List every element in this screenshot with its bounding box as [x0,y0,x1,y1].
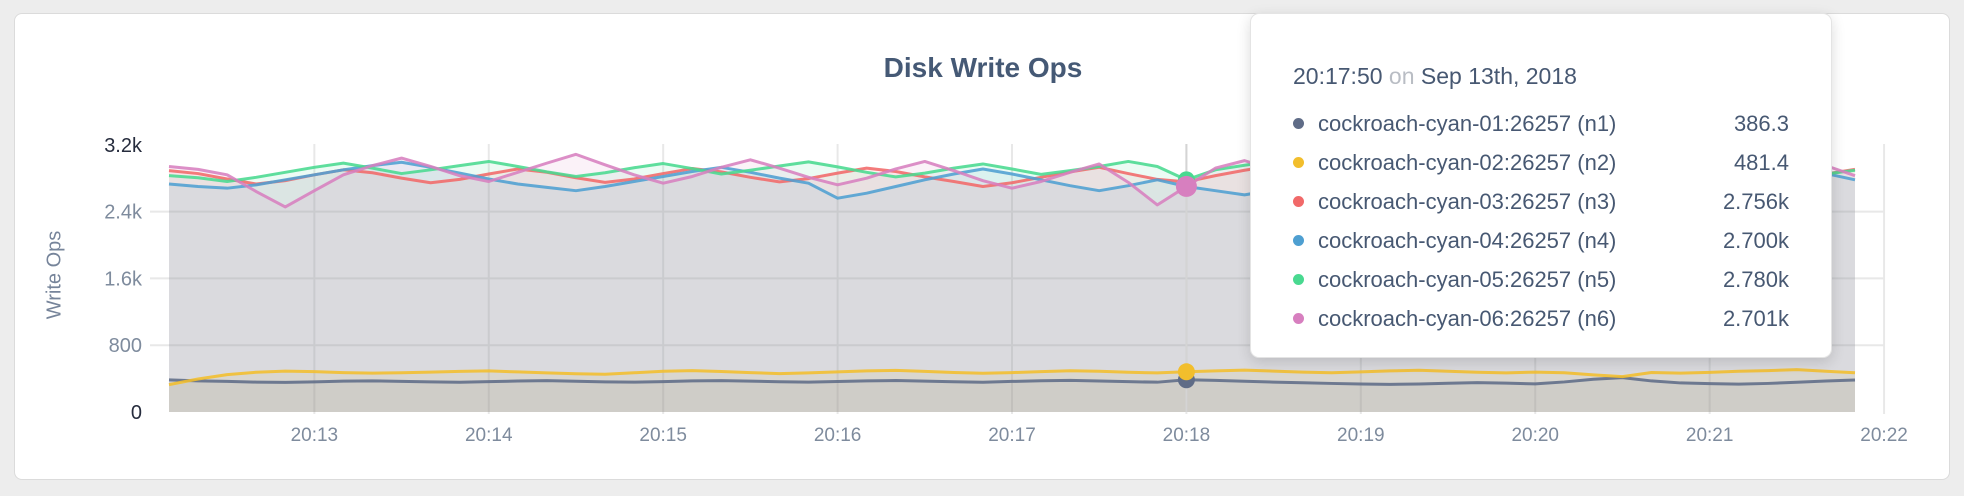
tooltip-row: cockroach-cyan-01:26257 (n1) 386.3 [1293,104,1789,143]
series-value: 2.780k [1722,266,1789,292]
tooltip-rows: cockroach-cyan-01:26257 (n1) 386.3 cockroa… [1293,104,1789,338]
tooltip-date: Sep 13th, 2018 [1420,63,1577,89]
series-label: cockroach-cyan-06:26257 (n6) [1318,305,1617,331]
hover-dot-n2 [1177,363,1195,381]
x-tick-label: 20:17 [988,425,1036,446]
x-tick-label: 20:21 [1686,425,1734,446]
y-tick-label: 3.2k [104,135,143,157]
y-tick-label: 2.4k [104,202,143,224]
x-tick-label: 20:13 [291,425,339,446]
series-line-n1 [168,376,1856,386]
tooltip-row: cockroach-cyan-04:26257 (n4) 2.700k [1293,221,1789,260]
series-value: 386.3 [1733,110,1789,136]
hover-tooltip: 20:17:50 on Sep 13th, 2018 cockroach-cya… [1250,13,1832,358]
series-color-dot [1293,118,1304,129]
series-value: 2.701k [1722,305,1789,331]
hover-dot-n6 [1175,175,1197,197]
x-tick-label: 20:14 [465,425,513,446]
x-tick-label: 20:19 [1337,425,1385,446]
series-color-dot [1293,313,1304,324]
tooltip-row: cockroach-cyan-02:26257 (n2) 481.4 [1293,143,1789,182]
tooltip-time: 20:17:50 [1293,63,1383,89]
x-tick-label: 20:15 [639,425,687,446]
series-label: cockroach-cyan-05:26257 (n5) [1318,266,1617,292]
series-label: cockroach-cyan-01:26257 (n1) [1318,110,1617,136]
series-area-n1 [169,377,1855,412]
series-color-dot [1293,235,1304,246]
series-color-dot [1293,274,1304,285]
series-value: 2.700k [1722,227,1789,253]
series-label: cockroach-cyan-02:26257 (n2) [1318,149,1617,175]
tooltip-conjunction: on [1388,63,1415,89]
x-tick-label: 20:16 [814,425,862,446]
x-tick-label: 20:22 [1860,425,1908,446]
series-label: cockroach-cyan-03:26257 (n3) [1318,188,1617,214]
tooltip-header: 20:17:50 on Sep 13th, 2018 [1293,60,1789,92]
series-color-dot [1293,157,1304,168]
chart-title: Disk Write Ops [883,52,1083,83]
series-value: 481.4 [1733,149,1789,175]
series-value: 2.756k [1722,188,1789,214]
tooltip-row: cockroach-cyan-06:26257 (n6) 2.701k [1293,299,1789,338]
y-tick-label: 0 [131,402,142,424]
tooltip-row: cockroach-cyan-05:26257 (n5) 2.780k [1293,260,1789,299]
x-tick-label: 20:18 [1163,425,1211,446]
series-label: cockroach-cyan-04:26257 (n4) [1318,227,1617,253]
series-line-n2 [168,368,1856,387]
series-color-dot [1293,196,1304,207]
x-tick-label: 20:20 [1511,425,1559,446]
y-tick-label: 1.6k [104,268,143,290]
tooltip-row: cockroach-cyan-03:26257 (n3) 2.756k [1293,182,1789,221]
y-tick-label: 800 [109,335,142,357]
